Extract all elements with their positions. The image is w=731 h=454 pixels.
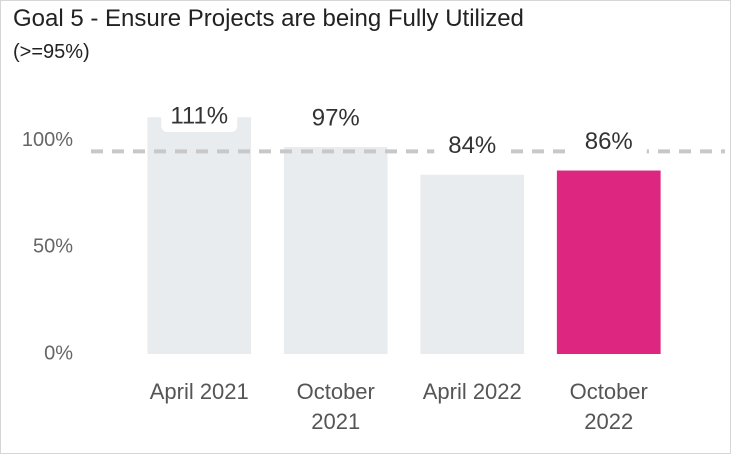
value-label-bg: [161, 102, 238, 132]
value-label-bg: [570, 127, 647, 158]
value-label: 111%: [170, 102, 228, 129]
x-tick-label: October 2022: [569, 379, 648, 434]
value-label: 97%: [312, 104, 360, 131]
bar: [420, 174, 525, 354]
chart-title: Goal 5 - Ensure Projects are being Fully…: [13, 5, 524, 32]
value-label-bg: [434, 131, 511, 162]
x-tick-label: April 2021: [149, 379, 249, 404]
y-tick-label: 0%: [44, 342, 73, 364]
x-tick-label: October 2021: [296, 379, 375, 434]
chart-subtitle: (>=95%): [13, 41, 90, 63]
x-tick-label: April 2022: [422, 379, 522, 404]
value-label-bg: [297, 104, 374, 135]
value-label: 84%: [448, 132, 496, 159]
bar: [556, 170, 661, 354]
y-tick-label: 100%: [22, 129, 73, 151]
bar: [147, 117, 252, 354]
bar: [283, 147, 388, 354]
y-tick-label: 50%: [33, 236, 73, 258]
value-label: 86%: [585, 128, 633, 155]
